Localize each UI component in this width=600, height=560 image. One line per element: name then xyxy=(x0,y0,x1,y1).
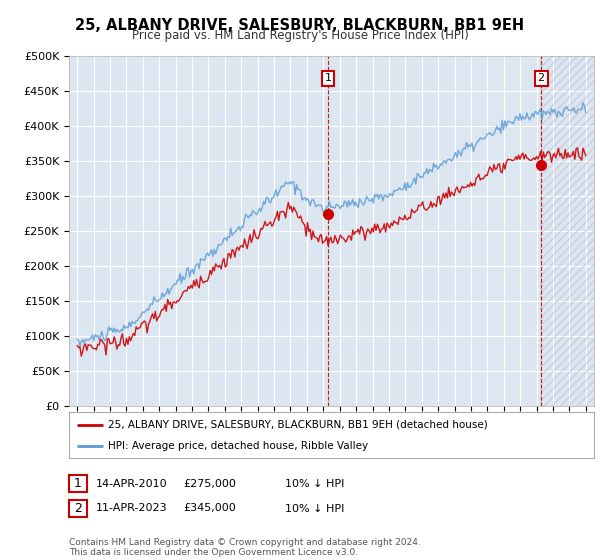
Text: 2: 2 xyxy=(74,502,82,515)
Text: 25, ALBANY DRIVE, SALESBURY, BLACKBURN, BB1 9EH: 25, ALBANY DRIVE, SALESBURY, BLACKBURN, … xyxy=(76,18,524,33)
Text: 10% ↓ HPI: 10% ↓ HPI xyxy=(285,479,344,489)
Text: £275,000: £275,000 xyxy=(183,479,236,489)
Text: 14-APR-2010: 14-APR-2010 xyxy=(96,479,167,489)
Text: 25, ALBANY DRIVE, SALESBURY, BLACKBURN, BB1 9EH (detached house): 25, ALBANY DRIVE, SALESBURY, BLACKBURN, … xyxy=(109,419,488,430)
Text: Contains HM Land Registry data © Crown copyright and database right 2024.
This d: Contains HM Land Registry data © Crown c… xyxy=(69,538,421,557)
Text: 2: 2 xyxy=(538,73,545,83)
Text: HPI: Average price, detached house, Ribble Valley: HPI: Average price, detached house, Ribb… xyxy=(109,441,368,451)
Text: £345,000: £345,000 xyxy=(183,503,236,514)
Text: 1: 1 xyxy=(74,477,82,491)
Text: 11-APR-2023: 11-APR-2023 xyxy=(96,503,167,514)
Text: 1: 1 xyxy=(325,73,331,83)
Text: 10% ↓ HPI: 10% ↓ HPI xyxy=(285,503,344,514)
Text: Price paid vs. HM Land Registry's House Price Index (HPI): Price paid vs. HM Land Registry's House … xyxy=(131,29,469,42)
